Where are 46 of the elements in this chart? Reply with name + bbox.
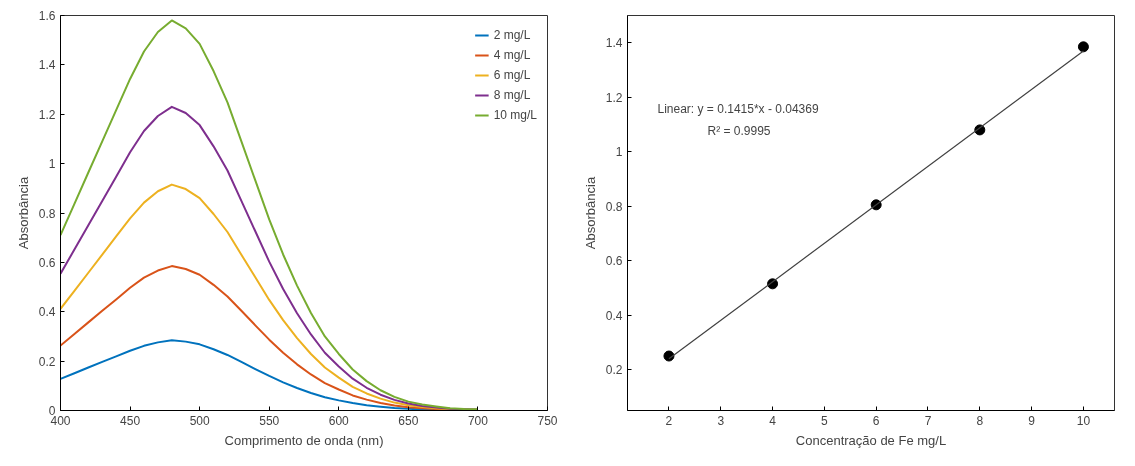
x-tick-label: 10 <box>1076 413 1091 428</box>
legend-label: 6 mg/L <box>493 68 531 82</box>
x-axis-title: Concentração de Fe mg/L <box>795 432 947 448</box>
y-tick-label: 0.4 <box>605 308 623 323</box>
x-tick-label: 550 <box>259 413 280 428</box>
x-tick-label: 700 <box>467 413 489 428</box>
point <box>663 350 675 362</box>
x-tick-label: 4 <box>769 413 777 428</box>
x-tick-label: 500 <box>189 413 210 428</box>
x-tick-label: 8 <box>976 413 984 428</box>
y-tick-label: 1 <box>48 157 56 172</box>
y-tick-label: 0.8 <box>605 199 623 214</box>
y-tick-label: 0 <box>48 404 56 418</box>
y-tick-label: 0.4 <box>38 305 56 320</box>
x-tick-label: 450 <box>120 413 141 428</box>
line-series <box>60 19 479 411</box>
x-tick-label: 7 <box>924 413 932 428</box>
x-tick-label: 5 <box>821 413 829 428</box>
annotation: Linear: y = 0.1415*x - 0.04369 <box>657 101 819 116</box>
y-tick-label: 1.4 <box>605 36 623 51</box>
y-tick-label: 0.6 <box>605 254 623 269</box>
x-tick-label: 3 <box>717 413 725 428</box>
y-tick-label: 0.2 <box>605 363 623 378</box>
legend-label: 10 mg/L <box>493 108 537 122</box>
y-tick-label: 0.6 <box>38 255 56 270</box>
x-tick-label: 600 <box>328 413 350 428</box>
y-tick-label: 1.2 <box>38 107 56 122</box>
y-axis-title: Absorbância <box>582 176 598 250</box>
x-tick-label: 9 <box>1028 413 1036 428</box>
y-tick-label: 1.2 <box>605 90 623 105</box>
y-tick-label: 1.4 <box>38 58 56 73</box>
y-tick-label: 1 <box>615 145 623 160</box>
legend-label: 2 mg/L <box>493 28 531 42</box>
legend-label: 4 mg/L <box>493 48 531 62</box>
x-axis-title: Comprimento de onda (nm) <box>224 432 384 448</box>
y-tick-label: 0.8 <box>38 206 56 221</box>
y-tick-label: 0.2 <box>38 354 56 369</box>
x-tick-label: 6 <box>872 413 880 428</box>
x-tick-label: 650 <box>398 413 419 428</box>
y-axis-title: Absorbância <box>15 176 31 250</box>
y-tick-label: 1.6 <box>38 9 56 23</box>
x-tick-label: 750 <box>537 413 558 428</box>
point <box>1077 41 1089 53</box>
x-tick-label: 2 <box>665 413 673 428</box>
annotation: R² = 0.9995 <box>707 123 771 138</box>
legend-label: 8 mg/L <box>493 88 531 102</box>
